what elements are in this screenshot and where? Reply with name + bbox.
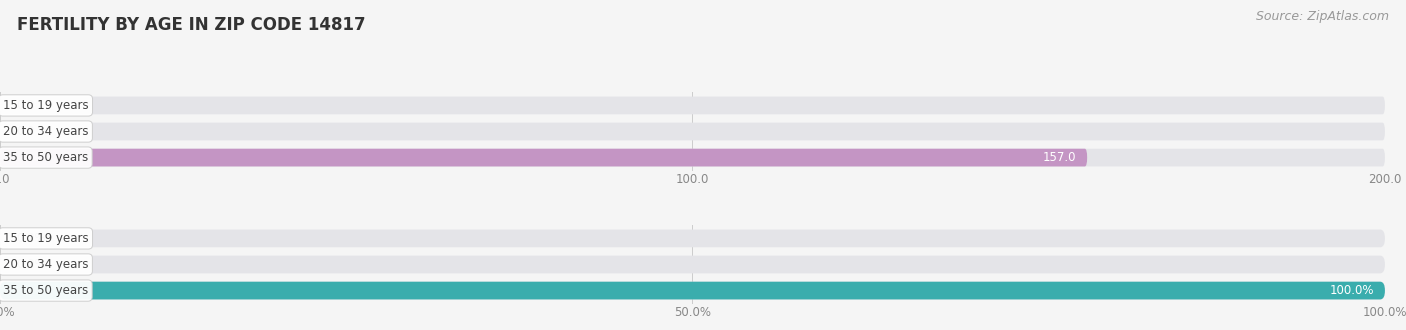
Text: 0.0: 0.0 xyxy=(17,99,35,112)
Text: 20 to 34 years: 20 to 34 years xyxy=(3,258,89,271)
FancyBboxPatch shape xyxy=(0,282,1385,299)
FancyBboxPatch shape xyxy=(0,230,1385,247)
Text: 100.0%: 100.0% xyxy=(1329,284,1374,297)
FancyBboxPatch shape xyxy=(0,282,1385,299)
Text: 0.0%: 0.0% xyxy=(17,258,46,271)
Text: 20 to 34 years: 20 to 34 years xyxy=(3,125,89,138)
Text: 15 to 19 years: 15 to 19 years xyxy=(3,232,89,245)
FancyBboxPatch shape xyxy=(0,123,1385,140)
FancyBboxPatch shape xyxy=(0,149,1087,166)
Text: 0.0: 0.0 xyxy=(17,125,35,138)
Text: 0.0%: 0.0% xyxy=(17,232,46,245)
Text: 35 to 50 years: 35 to 50 years xyxy=(3,151,89,164)
Text: FERTILITY BY AGE IN ZIP CODE 14817: FERTILITY BY AGE IN ZIP CODE 14817 xyxy=(17,16,366,35)
Text: 157.0: 157.0 xyxy=(1043,151,1076,164)
FancyBboxPatch shape xyxy=(0,256,1385,273)
Text: 15 to 19 years: 15 to 19 years xyxy=(3,99,89,112)
FancyBboxPatch shape xyxy=(0,149,1385,166)
Text: Source: ZipAtlas.com: Source: ZipAtlas.com xyxy=(1256,10,1389,23)
Text: 35 to 50 years: 35 to 50 years xyxy=(3,284,89,297)
FancyBboxPatch shape xyxy=(0,97,1385,114)
